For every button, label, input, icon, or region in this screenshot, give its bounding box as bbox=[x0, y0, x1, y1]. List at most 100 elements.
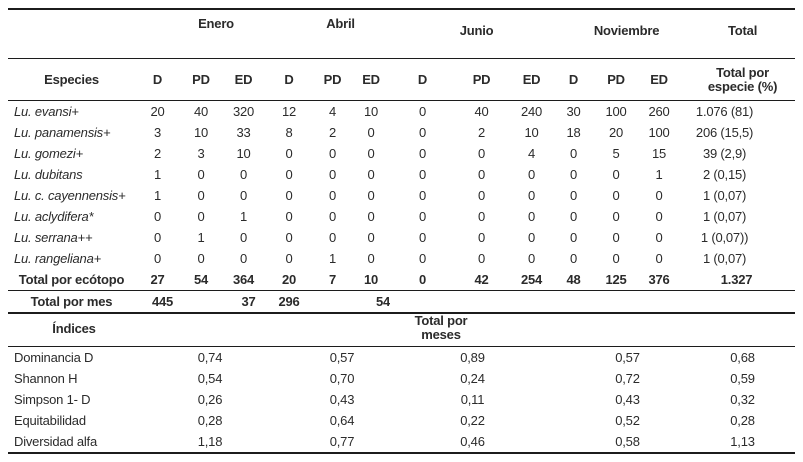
col-header-ed: ED bbox=[508, 58, 556, 101]
total-per-month-label: Total por mes bbox=[8, 290, 135, 314]
count-cell: 40 bbox=[474, 104, 489, 119]
index-row: Diversidad alfa 1,18 0,77 0,46 0,58 1,13 bbox=[8, 431, 796, 454]
count-cell: 0 bbox=[655, 188, 663, 203]
species-total-cell: 1 (0,07) bbox=[702, 188, 747, 203]
count-cell: 0 bbox=[239, 167, 248, 182]
month-header-total: Total bbox=[678, 9, 796, 59]
index-label-cell: Shannon H bbox=[14, 371, 78, 386]
count-cell: 0 bbox=[239, 251, 248, 266]
count-cell: 12 bbox=[281, 104, 297, 119]
count-cell: 30 bbox=[566, 104, 581, 119]
count-cell: 0 bbox=[329, 167, 337, 182]
count-cell: 0 bbox=[570, 251, 578, 266]
species-total-cell: 206 (15,5) bbox=[695, 125, 754, 140]
count-cell: 0 bbox=[419, 146, 427, 161]
count-cell: 0 bbox=[419, 104, 427, 119]
count-cell: 2 bbox=[153, 146, 162, 161]
col-header-d: D bbox=[555, 58, 593, 101]
count-cell: 1 bbox=[655, 167, 663, 182]
index-value-cell: 0,26 bbox=[197, 392, 223, 407]
index-value-cell: 0,52 bbox=[615, 413, 640, 428]
count-cell: 0 bbox=[612, 251, 620, 266]
abundance-table: Enero Abril Junio Noviembre Total Especi… bbox=[8, 8, 796, 314]
index-row: Simpson 1- D 0,26 0,43 0,11 0,43 0,32 bbox=[8, 389, 795, 410]
ecotope-total-cell: 10 bbox=[352, 269, 391, 291]
count-cell: 10 bbox=[363, 104, 379, 119]
count-cell: 20 bbox=[609, 125, 624, 140]
index-value-cell: 0,57 bbox=[329, 350, 355, 365]
month-header-abril: Abril bbox=[265, 9, 391, 59]
month-header-noviembre: Noviembre bbox=[555, 9, 679, 59]
count-cell: 0 bbox=[419, 251, 427, 266]
count-cell: 0 bbox=[612, 209, 620, 224]
index-value-cell: 0,22 bbox=[460, 413, 485, 428]
index-value-cell: 0,11 bbox=[460, 392, 485, 407]
col-header-ed: ED bbox=[352, 58, 391, 101]
count-cell: 0 bbox=[655, 209, 663, 224]
index-value-cell: 0,46 bbox=[400, 431, 545, 454]
count-cell: 0 bbox=[570, 146, 578, 161]
index-value-cell: 1,13 bbox=[690, 431, 796, 454]
count-cell: 0 bbox=[419, 188, 427, 203]
count-cell: 320 bbox=[232, 104, 255, 119]
col-header-ed: ED bbox=[640, 58, 679, 101]
count-cell: 10 bbox=[524, 125, 539, 140]
species-row: Lu. serrana++ 0 1 0 0 0 0 0 0 0 0 0 0 1 (0,07)) bbox=[8, 227, 795, 248]
count-cell: 0 bbox=[153, 230, 162, 245]
count-cell: 0 bbox=[285, 209, 293, 224]
index-value-cell: 0,77 bbox=[260, 431, 400, 454]
index-value-cell: 0,70 bbox=[329, 371, 355, 386]
count-cell: 0 bbox=[570, 209, 578, 224]
count-cell: 0 bbox=[655, 230, 663, 245]
ecotope-total-cell: 42 bbox=[455, 269, 509, 291]
count-cell: 100 bbox=[605, 104, 627, 119]
count-cell: 33 bbox=[236, 125, 251, 140]
ecotope-total-cell: 0 bbox=[390, 269, 456, 291]
species-total-cell: 1.076 (81) bbox=[695, 104, 754, 119]
col-header-pd: PD bbox=[455, 58, 509, 101]
col-header-pd: PD bbox=[313, 58, 353, 101]
count-cell: 10 bbox=[236, 146, 251, 161]
index-value-cell: 0,64 bbox=[329, 413, 355, 428]
count-cell: 0 bbox=[197, 167, 205, 182]
count-cell: 0 bbox=[478, 188, 486, 203]
count-cell: 0 bbox=[570, 188, 578, 203]
spacer-cell bbox=[8, 9, 135, 59]
count-cell: 0 bbox=[197, 209, 205, 224]
count-cell: 0 bbox=[419, 209, 427, 224]
ecotope-total-cell: 27 bbox=[135, 269, 180, 291]
total-per-species-header-line2: especie (%) bbox=[707, 78, 778, 94]
count-cell: 0 bbox=[329, 146, 337, 161]
count-cell: 0 bbox=[478, 230, 486, 245]
count-cell: 0 bbox=[285, 230, 293, 245]
count-cell: 1 bbox=[329, 251, 337, 266]
index-row: Dominancia D 0,74 0,57 0,89 0,57 0,68 bbox=[8, 347, 795, 369]
count-cell: 5 bbox=[612, 146, 620, 161]
col-header-pd: PD bbox=[592, 58, 641, 101]
count-cell: 0 bbox=[367, 125, 375, 140]
species-total-cell: 1 (0,07) bbox=[702, 209, 747, 224]
count-cell: 3 bbox=[197, 146, 205, 161]
count-cell: 0 bbox=[239, 230, 248, 245]
count-cell: 40 bbox=[193, 104, 209, 119]
species-name-cell: Lu. c. cayennensis+ bbox=[14, 188, 126, 203]
species-row: Lu. rangeliana+ 0 0 0 0 1 0 0 0 0 0 0 0 1 (0,07) bbox=[8, 248, 795, 269]
col-header-ed: ED bbox=[222, 58, 266, 101]
count-cell: 0 bbox=[285, 167, 293, 182]
grand-total-cell: 1.327 bbox=[678, 269, 796, 291]
count-cell: 0 bbox=[419, 125, 427, 140]
column-header-row: Especies D PD ED D PD ED D PD ED D PD ED… bbox=[8, 58, 796, 101]
total-per-ecotope-row: Total por ecótopo 27 54 364 20 7 10 0 42 254 48 125… bbox=[8, 269, 796, 291]
count-cell: 0 bbox=[367, 146, 375, 161]
index-value-cell: 0,57 bbox=[615, 350, 640, 365]
species-name-cell: Lu. panamensis+ bbox=[14, 125, 111, 140]
index-value-cell: 0,74 bbox=[197, 350, 223, 365]
index-value-cell: 0,68 bbox=[730, 350, 755, 365]
ecotope-total-cell: 54 bbox=[180, 269, 222, 291]
ecotope-total-cell: 20 bbox=[265, 269, 314, 291]
count-cell: 0 bbox=[478, 146, 486, 161]
species-name-cell: Lu. serrana++ bbox=[14, 230, 93, 245]
count-cell: 0 bbox=[419, 167, 427, 182]
count-cell: 15 bbox=[652, 146, 667, 161]
species-row: Lu. c. cayennensis+ 1 0 0 0 0 0 0 0 0 0 0 0 1 (0,07) bbox=[8, 185, 795, 206]
